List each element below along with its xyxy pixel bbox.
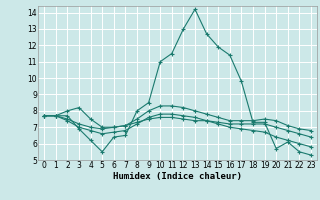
X-axis label: Humidex (Indice chaleur): Humidex (Indice chaleur) — [113, 172, 242, 181]
